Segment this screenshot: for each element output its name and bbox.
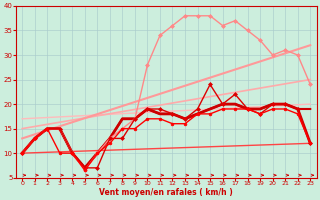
X-axis label: Vent moyen/en rafales ( km/h ): Vent moyen/en rafales ( km/h ) (100, 188, 233, 197)
